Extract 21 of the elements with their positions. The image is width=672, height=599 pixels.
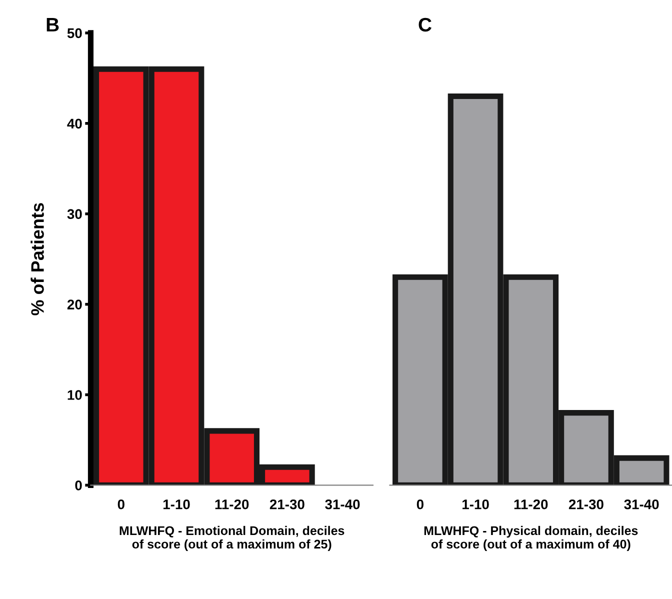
y-tick-label: 20 xyxy=(67,300,82,310)
x-axis-title: MLWHFQ - Emotional Domain, deciles of score (out of a maximum of 25) xyxy=(120,526,344,552)
x-tick-label: 1-10 xyxy=(462,499,489,510)
x-tick-label: 0 xyxy=(118,499,124,510)
x-tick-label: 0 xyxy=(416,499,424,510)
chart-title: C xyxy=(418,18,432,32)
x-tick-label: 31-40 xyxy=(624,499,659,510)
x-tick-label: 11-20 xyxy=(514,499,548,510)
y-tick-label: 30 xyxy=(67,209,82,220)
x-tick-label: 11-20 xyxy=(215,499,249,510)
y-tick-label: 50 xyxy=(67,28,82,38)
y-axis-title: % of Patients xyxy=(30,203,44,316)
y-tick-label: 10 xyxy=(68,390,82,400)
x-axis-title: MLWHFQ - Physical domain, deciles of score (out of a maximum of 40) xyxy=(424,526,638,552)
x-tick-label: 31-40 xyxy=(325,499,360,510)
y-tick-label: 0 xyxy=(75,480,82,490)
chart-title: B xyxy=(46,18,59,32)
x-tick-label: 21-30 xyxy=(270,499,304,510)
y-tick-label: 40 xyxy=(67,118,82,129)
x-tick-label: 21-30 xyxy=(568,499,604,510)
x-tick-label: 1-10 xyxy=(163,499,190,510)
